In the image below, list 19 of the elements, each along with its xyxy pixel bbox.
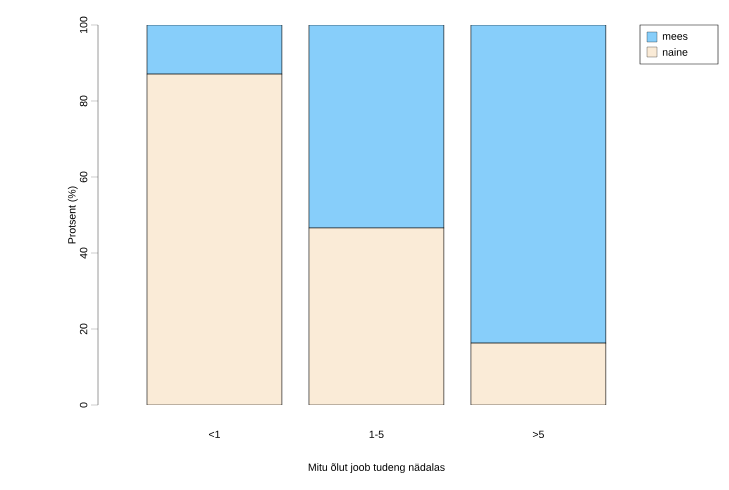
x-tick-label: <1: [208, 430, 220, 438]
text: naine: [662, 48, 688, 56]
x-tick-label: 1-5: [370, 430, 384, 438]
y-tick-label: 40: [80, 248, 88, 259]
x-axis-title: Mitu õlut joob tudeng nädalas: [308, 463, 445, 474]
y-tick-label: 100: [80, 16, 88, 33]
bar: [146, 74, 282, 405]
y-axis-title: Protsent (%): [68, 186, 78, 244]
bar: [308, 24, 444, 228]
y-tick-label: 0: [80, 402, 88, 408]
y-tick-label: 80: [80, 96, 88, 106]
y-tick-label: 20: [80, 324, 88, 334]
bar: [470, 342, 606, 405]
bar: [146, 24, 282, 74]
x-tick-label: >5: [532, 430, 544, 438]
bar: [308, 228, 444, 405]
legend-label: mees: [662, 34, 688, 40]
bar: [470, 24, 606, 344]
y-tick-label: 60: [80, 172, 88, 182]
